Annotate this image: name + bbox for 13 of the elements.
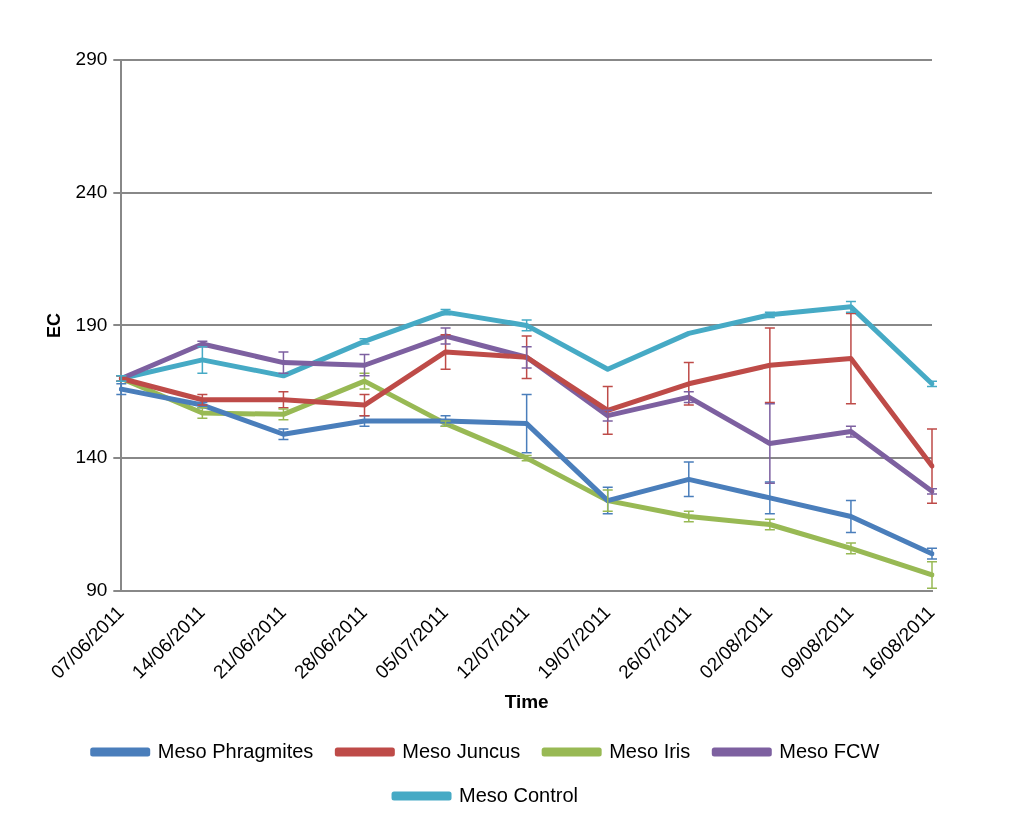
legend-label: Meso FCW <box>779 739 880 762</box>
y-tick-label: 90 <box>86 579 108 601</box>
x-axis-title: Time <box>504 690 549 712</box>
legend-label: Meso Phragmites <box>157 739 314 762</box>
y-tick-label: 190 <box>75 313 108 335</box>
y-tick-label: 290 <box>75 48 108 70</box>
y-tick-label: 140 <box>75 446 108 468</box>
legend-label: Meso Iris <box>609 739 691 762</box>
legend-label: Meso Juncus <box>402 739 521 762</box>
legend-label: Meso Control <box>459 783 578 806</box>
y-axis-title: EC <box>43 312 64 338</box>
y-tick-label: 240 <box>75 180 108 202</box>
point <box>277 408 290 421</box>
